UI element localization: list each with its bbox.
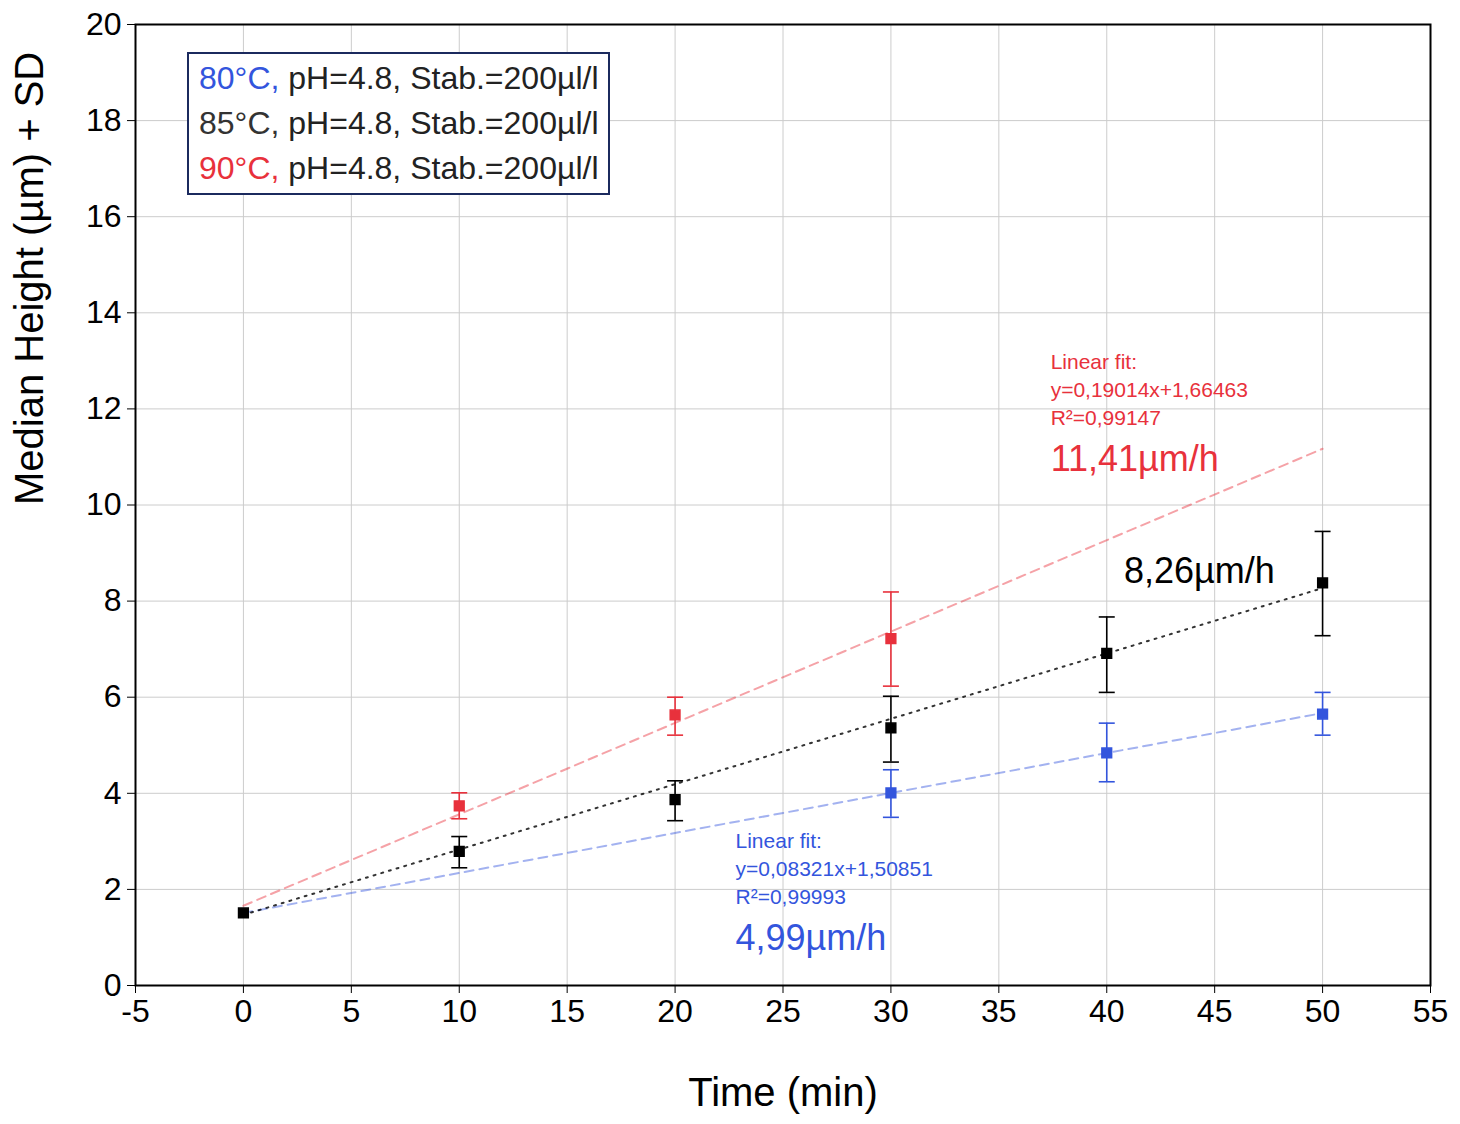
html-text:80°C, pH=4.8, Stab.=200µl/l: 80°C, pH=4.8, Stab.=200µl/l [199,60,599,96]
svg-text:5: 5 [342,993,360,1029]
svg-text:8,26µm/h: 8,26µm/h [1124,550,1275,591]
svg-text:-5: -5 [121,993,149,1029]
svg-text:10: 10 [441,993,477,1029]
svg-text:0: 0 [235,993,253,1029]
svg-text:35: 35 [981,993,1017,1029]
svg-text:40: 40 [1089,993,1125,1029]
html-text:85°C, pH=4.8, Stab.=200µl/l: 85°C, pH=4.8, Stab.=200µl/l [199,105,599,141]
svg-text:Time (min): Time (min) [688,1070,878,1114]
svg-text:y=0,19014x+1,66463: y=0,19014x+1,66463 [1051,378,1248,401]
svg-text:Linear fit:: Linear fit: [1051,350,1137,373]
svg-text:R²=0,99147: R²=0,99147 [1051,406,1161,429]
svg-text:y=0,08321x+1,50851: y=0,08321x+1,50851 [736,857,933,880]
svg-text:14: 14 [86,294,122,330]
svg-text:6: 6 [104,678,122,714]
html-text:90°C, pH=4.8, Stab.=200µl/l: 90°C, pH=4.8, Stab.=200µl/l [199,150,599,186]
svg-text:18: 18 [86,102,122,138]
svg-text:50: 50 [1305,993,1341,1029]
svg-text:55: 55 [1413,993,1449,1029]
svg-text:4: 4 [104,775,122,811]
svg-text:Linear fit:: Linear fit: [736,829,822,852]
svg-text:20: 20 [657,993,693,1029]
svg-text:R²=0,99993: R²=0,99993 [736,885,846,908]
svg-text:15: 15 [549,993,585,1029]
svg-text:4,99µm/h: 4,99µm/h [736,917,887,958]
svg-text:0: 0 [104,967,122,1003]
svg-text:45: 45 [1197,993,1233,1029]
svg-text:16: 16 [86,198,122,234]
svg-text:20: 20 [86,6,122,42]
svg-text:25: 25 [765,993,801,1029]
svg-text:30: 30 [873,993,909,1029]
svg-text:8: 8 [104,582,122,618]
svg-text:12: 12 [86,390,122,426]
svg-text:11,41µm/h: 11,41µm/h [1051,438,1219,479]
svg-text:Median Height (µm) + SD: Median Height (µm) + SD [7,52,51,505]
svg-text:10: 10 [86,486,122,522]
svg-text:2: 2 [104,871,122,907]
